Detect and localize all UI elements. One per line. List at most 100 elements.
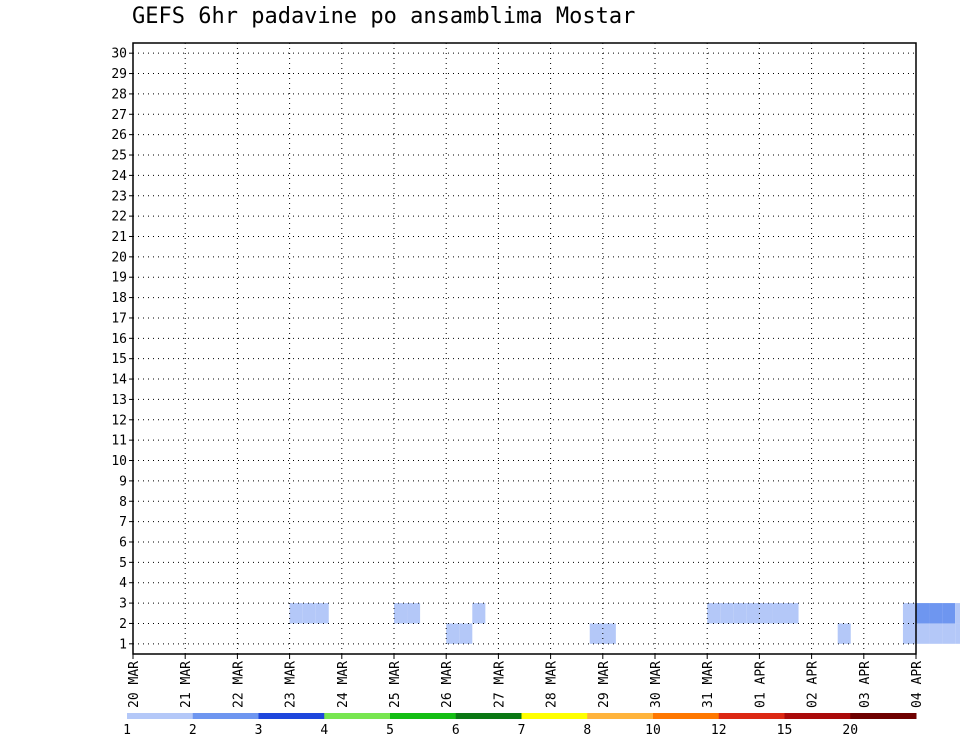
- y-tick-label: 19: [111, 271, 127, 286]
- legend-level-label: 10: [645, 723, 661, 738]
- y-tick-label: 11: [111, 434, 127, 449]
- heat-cell: [746, 603, 760, 624]
- x-tick-label: 31 MAR: [701, 661, 716, 708]
- x-tick-label: 22 MAR: [231, 661, 246, 708]
- legend-level-label: 2: [189, 723, 197, 738]
- heat-cell: [916, 623, 930, 644]
- heat-cell: [394, 603, 408, 624]
- y-tick-label: 16: [111, 332, 127, 347]
- x-tick-label: 21 MAR: [179, 661, 194, 708]
- heat-cell: [302, 603, 316, 624]
- heat-cell: [902, 623, 916, 644]
- heat-cell: [733, 603, 747, 624]
- legend-swatch: [324, 713, 391, 719]
- y-tick-label: 29: [111, 67, 127, 82]
- y-tick-label: 17: [111, 311, 127, 326]
- heat-cell: [589, 623, 603, 644]
- heat-cell: [602, 623, 616, 644]
- legend-level-label: 6: [452, 723, 460, 738]
- heat-cell: [707, 603, 721, 624]
- y-tick-label: 24: [111, 169, 127, 184]
- plot-frame: [132, 42, 917, 655]
- x-tick-label: 29 MAR: [597, 661, 612, 708]
- legend-swatch: [718, 713, 785, 719]
- legend-level-label: 7: [518, 723, 526, 738]
- legend-level-label: 5: [386, 723, 394, 738]
- heat-cell: [837, 623, 851, 644]
- heat-cell: [955, 623, 960, 644]
- x-tick-label: 30 MAR: [649, 661, 664, 708]
- heat-cell: [902, 603, 916, 624]
- legend-swatch: [455, 713, 522, 719]
- y-tick-label: 26: [111, 128, 127, 143]
- legend-swatch: [850, 713, 917, 719]
- heat-cell: [472, 603, 486, 624]
- heat-cell: [759, 603, 773, 624]
- y-tick-label: 10: [111, 454, 127, 469]
- legend-swatch: [127, 713, 194, 719]
- heat-cell: [459, 623, 473, 644]
- y-tick-label: 3: [119, 597, 127, 612]
- y-tick-label: 28: [111, 87, 127, 102]
- x-tick-label: 02 APR: [806, 661, 821, 708]
- heat-cell: [942, 623, 956, 644]
- y-tick-label: 12: [111, 413, 127, 428]
- y-tick-label: 9: [119, 474, 127, 489]
- legend-swatch: [192, 713, 259, 719]
- chart-title: GEFS 6hr padavine po ansamblima Mostar: [132, 4, 636, 29]
- heat-cell: [955, 603, 960, 624]
- heat-cell: [785, 603, 799, 624]
- y-tick-label: 27: [111, 108, 127, 123]
- legend-level-label: 12: [711, 723, 727, 738]
- y-tick-label: 23: [111, 189, 127, 204]
- legend-swatch: [258, 713, 325, 719]
- legend-swatch: [587, 713, 654, 719]
- legend-level-label: 1: [123, 723, 131, 738]
- y-tick-label: 22: [111, 210, 127, 225]
- y-tick-label: 4: [119, 576, 127, 591]
- x-tick-label: 25 MAR: [388, 661, 403, 708]
- y-tick-label: 15: [111, 352, 127, 367]
- y-tick-label: 1: [119, 637, 127, 652]
- legend-level-label: 8: [583, 723, 591, 738]
- legend-level-label: 20: [842, 723, 858, 738]
- y-tick-label: 25: [111, 149, 127, 164]
- x-tick-label: 20 MAR: [127, 661, 142, 708]
- legend-swatch: [390, 713, 457, 719]
- x-tick-label: 28 MAR: [545, 661, 560, 708]
- heat-cell: [929, 623, 943, 644]
- y-tick-label: 6: [119, 535, 127, 550]
- y-tick-label: 5: [119, 556, 127, 571]
- legend-level-label: 4: [320, 723, 328, 738]
- y-tick-label: 20: [111, 250, 127, 265]
- legend-swatch: [521, 713, 588, 719]
- x-tick-label: 27 MAR: [492, 661, 507, 708]
- heat-cell: [720, 603, 734, 624]
- x-tick-label: 24 MAR: [336, 661, 351, 708]
- heat-cell: [446, 623, 460, 644]
- legend-level-label: 15: [777, 723, 793, 738]
- y-tick-label: 21: [111, 230, 127, 245]
- heat-cell: [289, 603, 303, 624]
- x-tick-label: 03 APR: [858, 661, 873, 708]
- legend-level-label: 3: [255, 723, 263, 738]
- legend-swatch: [784, 713, 851, 719]
- x-tick-label: 04 APR: [910, 661, 925, 708]
- x-tick-label: 01 APR: [753, 661, 768, 708]
- y-tick-label: 13: [111, 393, 127, 408]
- y-tick-label: 7: [119, 515, 127, 530]
- heat-cell: [772, 603, 786, 624]
- heat-cell: [942, 603, 956, 624]
- y-tick-label: 30: [111, 47, 127, 62]
- heat-cell: [916, 603, 930, 624]
- x-tick-label: 26 MAR: [440, 661, 455, 708]
- x-tick-label: 23 MAR: [284, 661, 299, 708]
- legend-swatch: [653, 713, 720, 719]
- y-tick-label: 8: [119, 495, 127, 510]
- y-tick-label: 14: [111, 373, 127, 388]
- heat-cell: [929, 603, 943, 624]
- y-tick-label: 18: [111, 291, 127, 306]
- heat-cell: [315, 603, 329, 624]
- y-tick-label: 2: [119, 617, 127, 632]
